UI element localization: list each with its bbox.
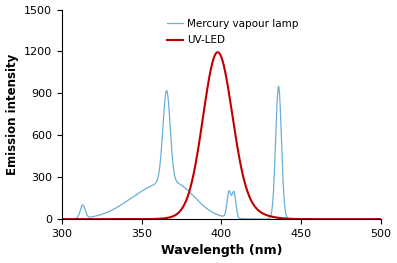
UV-LED bbox=[313, 218, 318, 221]
Legend: Mercury vapour lamp, UV-LED: Mercury vapour lamp, UV-LED bbox=[163, 15, 303, 49]
Mercury vapour lamp bbox=[175, 181, 180, 184]
X-axis label: Wavelength (nm): Wavelength (nm) bbox=[161, 244, 282, 257]
UV-LED bbox=[249, 198, 253, 201]
Mercury vapour lamp bbox=[75, 215, 80, 218]
UV-LED bbox=[215, 50, 220, 54]
Mercury vapour lamp bbox=[248, 218, 253, 221]
Mercury vapour lamp bbox=[379, 218, 384, 221]
UV-LED bbox=[379, 218, 384, 221]
UV-LED bbox=[296, 218, 301, 221]
UV-LED bbox=[60, 218, 64, 221]
UV-LED bbox=[175, 212, 180, 215]
UV-LED bbox=[75, 218, 80, 221]
Mercury vapour lamp bbox=[313, 218, 318, 221]
Mercury vapour lamp bbox=[296, 218, 301, 221]
UV-LED bbox=[262, 213, 267, 216]
Mercury vapour lamp bbox=[262, 218, 267, 221]
Line: Mercury vapour lamp: Mercury vapour lamp bbox=[62, 87, 381, 219]
Mercury vapour lamp bbox=[276, 85, 281, 88]
Y-axis label: Emission intensity: Emission intensity bbox=[6, 54, 19, 175]
Line: UV-LED: UV-LED bbox=[62, 52, 381, 219]
Mercury vapour lamp bbox=[60, 218, 64, 221]
